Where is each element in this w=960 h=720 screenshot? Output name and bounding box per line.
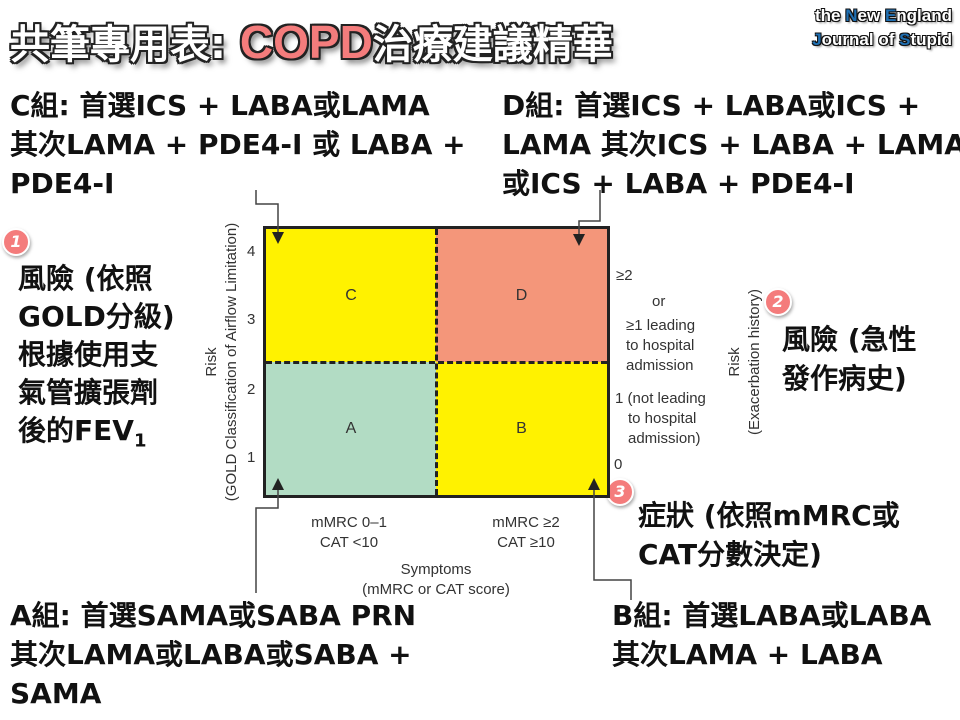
quadrant-d: D (436, 229, 607, 362)
bottom-right-label: mMRC ≥2 CAT ≥10 (492, 514, 560, 551)
quadrant-b: B (436, 362, 607, 495)
right-zero: 0 (614, 456, 623, 473)
risk-fev1-note: 風險 (依照 GOLD分級) 根據使用支 氣管擴張劑 後的FEV1 (18, 262, 175, 452)
risk-exacerbation-note: 風險 (急性 發作病史) (782, 323, 917, 395)
title-highlight: COPD (239, 16, 373, 68)
right-high-or: or (652, 293, 666, 310)
tick-2: 2 (247, 381, 256, 398)
tick-1: 1 (247, 449, 256, 466)
arrow-a (255, 478, 284, 593)
group-c-note: C組: 首選ICS + LABA或LAMA 其次LAMA + PDE4-I 或 L… (10, 89, 466, 200)
journal-logo: the New England Journal of Stupid (812, 6, 952, 49)
badge-1: 1 (2, 228, 30, 256)
quadrant-a: A (266, 362, 436, 495)
group-a-note: A組: 首選SAMA或SABA PRN 其次LAMA或LABA或SABA + SAM… (10, 599, 417, 710)
quadrant-c: C (266, 229, 436, 362)
bottom-axis-title: Symptoms (mMRC or CAT score) (362, 561, 510, 598)
badge-2: 2 (764, 288, 792, 316)
title-prefix: 共筆專用表: (10, 22, 240, 68)
abcd-grid: C D A B (263, 226, 610, 498)
left-axis-title: Risk (GOLD Classification of Airflow Limi… (203, 222, 240, 502)
right-low: 1 (not leading to hospital admission) (615, 390, 706, 447)
symptoms-note: 症狀 (依照mMRC或 CAT分數決定) (638, 499, 900, 571)
horizontal-divider (266, 361, 607, 364)
right-high-ge2: ≥2 (616, 267, 633, 284)
title-suffix: 治療建議精華 (372, 22, 613, 68)
group-b-note: B組: 首選LABA或LABA 其次LAMA + LABA (612, 599, 932, 671)
arrow-d (573, 190, 601, 246)
bottom-left-label: mMRC 0–1 CAT <10 (311, 514, 387, 551)
arrow-c (255, 190, 284, 244)
right-axis-title: Risk (Exacerbation history) (726, 289, 763, 435)
badge-3: 3 (606, 478, 634, 506)
arrow-b (588, 478, 632, 600)
right-high-leading: ≥1 leading to hospital admission (626, 317, 696, 374)
tick-4: 4 (247, 243, 256, 260)
tick-3: 3 (247, 311, 256, 328)
group-d-note: D組: 首選ICS + LABA或ICS + LAMA 其次ICS + LABA … (502, 89, 960, 200)
slide-title: 共筆專用表: COPD治療建議精華 (10, 12, 613, 70)
